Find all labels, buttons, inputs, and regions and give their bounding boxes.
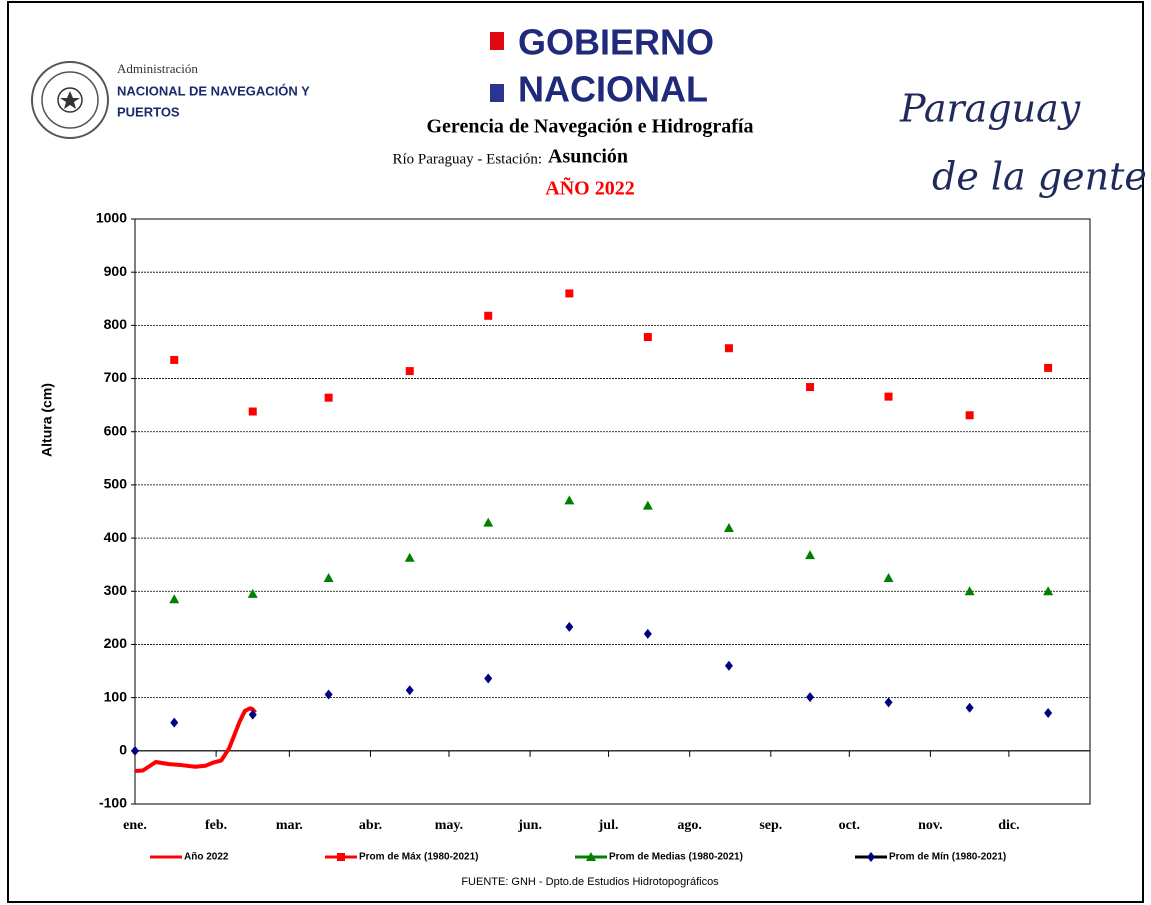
y-tick-label: 300 [104,582,128,598]
point [1043,586,1054,596]
point [642,500,653,510]
point [965,702,974,713]
point [404,552,415,562]
slogan: de la gente [932,155,1147,199]
agency-small: Administración [117,61,198,76]
point [883,572,894,582]
point [323,572,334,582]
y-axis-label: Altura (cm) [39,383,55,457]
x-tick-label: ago. [677,818,702,833]
legend-label: Prom de Mín (1980-2021) [889,852,1006,863]
point [248,407,257,416]
x-tick-label: sep. [759,818,782,833]
y-tick-label: 700 [104,369,128,385]
point [643,333,652,342]
station: Asunción [548,146,628,168]
x-tick-label: jul. [598,818,619,833]
point [564,495,575,505]
point [964,586,975,596]
point [1044,708,1053,719]
point [1044,363,1053,372]
y-tick-label: 100 [104,688,128,704]
x-tick-label: ene. [123,818,147,833]
point [867,852,875,862]
x-tick-label: abr. [359,818,382,833]
point [565,289,574,298]
y-tick-label: 0 [119,742,127,758]
plot-frame [134,218,1091,805]
point [405,685,414,696]
gov-title: NACIONAL [518,69,708,110]
y-tick-label: 800 [104,316,128,332]
point [484,311,493,320]
series-line [134,706,257,774]
x-tick-label: nov. [918,818,943,833]
point [170,717,179,728]
point [965,411,974,420]
point [724,660,733,671]
point [643,628,652,639]
point [884,392,893,401]
station-prefix: Río Paraguay - Estación: [392,151,542,167]
point [806,692,815,703]
gov-square [490,32,504,50]
point [806,383,815,392]
gov-square [490,84,504,102]
x-tick-label: jun. [517,818,542,833]
point [724,344,733,353]
legend-label: Prom de Máx (1980-2021) [359,852,479,863]
year: AÑO 2022 [545,177,634,200]
y-tick-label: 1000 [96,210,127,226]
slogan: Paraguay [899,87,1081,131]
point [483,517,494,527]
y-tick-label: -100 [99,795,127,811]
point [484,673,493,684]
point [884,697,893,708]
point [586,852,596,861]
gov-title: GOBIERNO [518,22,714,63]
point [248,709,257,720]
point [405,367,414,376]
y-tick-label: 900 [104,263,128,279]
y-tick-label: 200 [104,635,128,651]
point [131,745,139,756]
y-tick-label: 500 [104,476,128,492]
agency-name: PUERTOS [117,104,180,119]
point [723,522,734,532]
y-tick-label: 400 [104,529,128,545]
point [805,550,816,560]
point [337,853,345,861]
x-tick-label: may. [435,818,463,833]
seal [31,61,109,139]
frame [7,1,1144,903]
x-tick-label: dic. [998,818,1019,833]
source: FUENTE: GNH - Dpto.de Estudios Hidrotopo… [461,876,719,888]
x-tick-label: oct. [839,818,860,833]
point [324,689,333,700]
point [170,355,179,364]
department: Gerencia de Navegación e Hidrografía [427,116,754,138]
point [565,621,574,632]
legend-label: Prom de Medias (1980-2021) [609,852,743,863]
agency-name: NACIONAL DE NAVEGACIÓN Y [117,83,310,98]
x-tick-label: feb. [205,818,227,833]
y-tick-label: 600 [104,422,128,438]
point [247,588,258,598]
point [169,594,180,604]
legend-label: Año 2022 [184,852,229,863]
x-tick-label: mar. [276,818,303,833]
point [324,393,333,402]
